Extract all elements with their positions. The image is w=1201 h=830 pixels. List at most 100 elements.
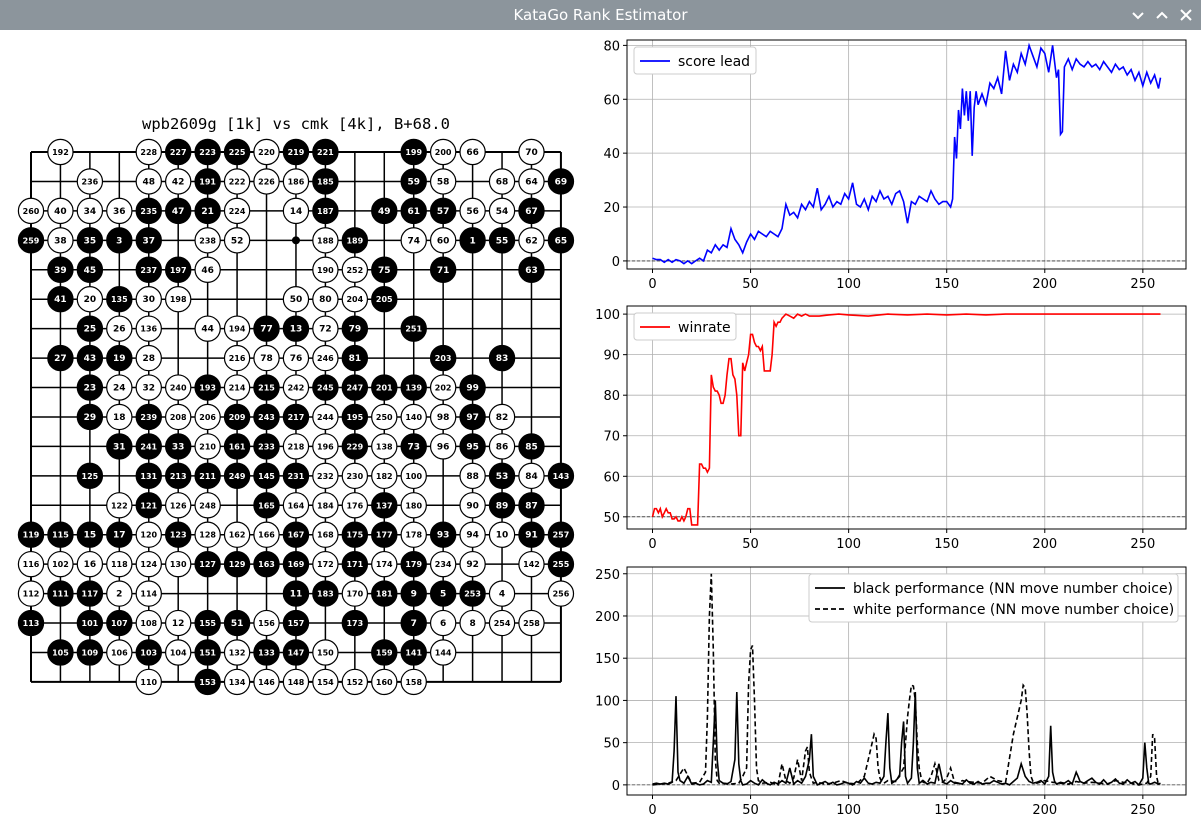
move-number: 172 <box>317 560 334 569</box>
move-number: 20 <box>84 295 97 305</box>
move-number: 210 <box>199 442 216 451</box>
move-number: 24 <box>113 384 126 394</box>
black-stone <box>135 462 162 490</box>
maximize-icon[interactable] <box>1152 5 1172 25</box>
black-stone <box>429 256 457 283</box>
move-number: 162 <box>229 531 246 540</box>
white-stone <box>429 138 457 166</box>
move-number: 183 <box>317 590 334 599</box>
plot-area <box>627 40 1186 269</box>
move-number: 240 <box>170 384 187 393</box>
black-stone <box>17 521 45 548</box>
move-number: 230 <box>346 472 363 481</box>
black-stone <box>312 138 339 166</box>
white-stone <box>164 492 192 519</box>
white-stone <box>429 609 457 637</box>
black-stone <box>400 197 427 225</box>
move-number: 110 <box>140 678 157 687</box>
white-stone <box>135 315 162 342</box>
move-number: 127 <box>199 560 216 569</box>
move-number: 202 <box>435 384 452 393</box>
white-stone <box>312 521 339 548</box>
white-stone <box>341 580 369 607</box>
move-number: 193 <box>199 384 216 393</box>
move-number: 146 <box>258 678 275 687</box>
black-stone <box>429 580 457 607</box>
white-stone <box>341 256 369 283</box>
move-number: 43 <box>84 354 97 364</box>
white-stone <box>17 197 45 225</box>
move-number: 65 <box>555 236 568 246</box>
series-line-2 <box>652 573 1160 786</box>
move-number: 52 <box>231 236 244 246</box>
move-number: 165 <box>258 501 275 510</box>
white-stone <box>106 197 133 225</box>
move-number: 195 <box>346 413 363 422</box>
move-number: 125 <box>82 472 99 481</box>
black-stone <box>76 580 104 607</box>
black-stone <box>223 403 251 431</box>
move-number: 8 <box>469 619 475 629</box>
black-stone <box>371 580 398 607</box>
move-number: 56 <box>466 207 479 217</box>
move-number: 226 <box>258 177 275 186</box>
move-number: 17 <box>113 531 126 541</box>
move-number: 1 <box>469 236 475 246</box>
white-stone <box>76 197 104 225</box>
move-number: 141 <box>405 648 422 657</box>
move-number: 259 <box>23 236 40 245</box>
white-stone <box>312 492 339 519</box>
white-stone <box>253 609 280 637</box>
y-tick-label: 60 <box>603 93 620 108</box>
move-number: 179 <box>405 560 422 569</box>
move-number: 84 <box>525 472 538 482</box>
white-stone <box>371 433 398 460</box>
black-stone <box>429 521 457 548</box>
move-number: 221 <box>317 148 334 157</box>
black-stone <box>194 168 221 195</box>
minimize-icon[interactable] <box>1128 5 1148 25</box>
black-stone <box>400 609 427 637</box>
move-number: 113 <box>23 619 40 628</box>
window-title: KataGo Rank Estimator <box>513 6 688 24</box>
white-stone <box>106 639 133 666</box>
black-stone <box>341 521 369 548</box>
legend-box <box>633 312 737 341</box>
move-number: 242 <box>288 384 305 393</box>
move-number: 11 <box>290 590 303 600</box>
close-icon[interactable] <box>1176 5 1196 25</box>
white-stone <box>371 550 398 578</box>
move-number: 194 <box>229 325 246 334</box>
black-stone <box>194 462 221 490</box>
black-stone <box>312 197 339 225</box>
black-stone <box>135 639 162 666</box>
move-number: 260 <box>23 207 40 216</box>
move-number: 54 <box>496 207 509 217</box>
white-stone <box>106 492 133 519</box>
move-number: 209 <box>229 413 246 422</box>
black-stone <box>488 227 516 254</box>
white-stone <box>106 315 133 342</box>
black-stone <box>371 639 398 666</box>
move-number: 157 <box>288 619 305 628</box>
x-tick-label: 150 <box>934 803 959 818</box>
move-number: 239 <box>140 413 157 422</box>
move-number: 14 <box>290 207 303 217</box>
move-number: 250 <box>376 413 393 422</box>
move-number: 3 <box>116 236 122 246</box>
move-number: 140 <box>405 413 422 422</box>
white-stone <box>223 344 251 372</box>
black-stone <box>223 550 251 578</box>
white-stone <box>194 227 221 254</box>
black-stone <box>282 403 310 431</box>
move-number: 44 <box>201 325 214 335</box>
legend-box <box>633 46 757 75</box>
move-number: 142 <box>523 560 540 569</box>
black-stone <box>76 315 104 342</box>
move-number: 151 <box>199 648 216 657</box>
move-number: 257 <box>553 531 570 540</box>
move-number: 63 <box>525 266 538 276</box>
y-tick-label: 40 <box>603 147 620 162</box>
move-number: 214 <box>229 384 246 393</box>
